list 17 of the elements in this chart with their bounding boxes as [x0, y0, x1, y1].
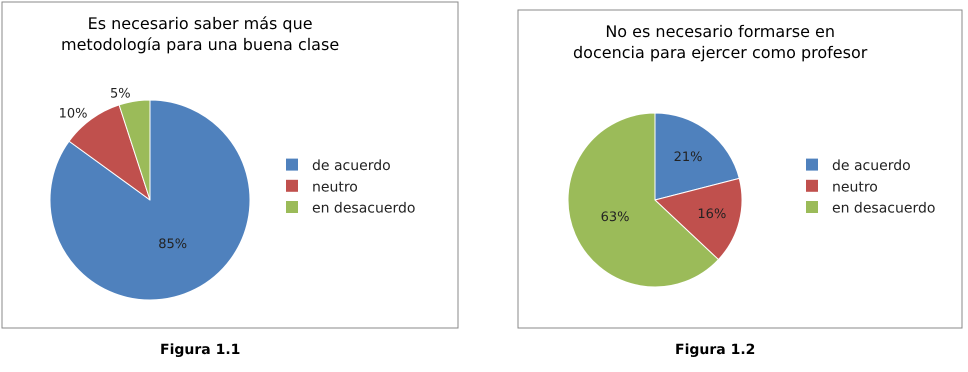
data-label: 16% — [697, 207, 726, 222]
chart-title: No es necesario formarse en docencia para ejercer como profesor — [573, 22, 868, 62]
data-label: 10% — [58, 106, 88, 122]
text: Figura 1.1 — [160, 342, 240, 358]
chart-title: Es necesario saber más que metodología para una buena clase — [61, 14, 340, 54]
legend-label: en desacuerdo — [312, 200, 416, 216]
pie-slice — [50, 100, 250, 300]
text: Figura 1.2 — [675, 342, 756, 358]
legend-label: de acuerdo — [312, 158, 391, 174]
legend-label: neutro — [312, 179, 358, 196]
data-label: 85% — [158, 237, 188, 252]
legend-label: neutro — [832, 179, 878, 196]
legend-label: en desacuerdo — [832, 200, 936, 216]
data-label: 21% — [674, 150, 703, 165]
legend-label: de acuerdo — [832, 158, 911, 174]
data-label: 63% — [600, 210, 630, 225]
data-label: 5% — [110, 86, 131, 102]
